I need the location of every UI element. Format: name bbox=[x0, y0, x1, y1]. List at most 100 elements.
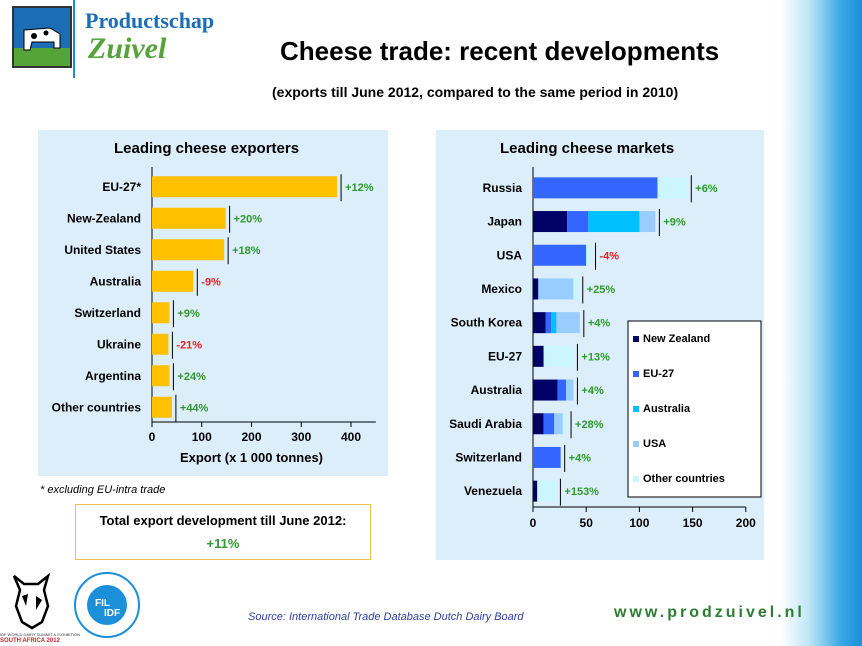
exporters-category-label: United States bbox=[64, 243, 141, 257]
idf-logo-text: IDF bbox=[104, 608, 120, 619]
exporters-chart-title: Leading cheese exporters bbox=[114, 140, 300, 157]
markets-legend-label: Other countries bbox=[643, 473, 725, 485]
markets-change-label: +4% bbox=[581, 385, 604, 397]
exporters-chart: 0 100 200 300 400 Export (x 1 000 tonnes) EU-2… bbox=[52, 167, 376, 465]
markets-legend-label: Australia bbox=[643, 403, 691, 415]
markets-legend-swatch bbox=[633, 336, 639, 342]
markets-bar-segment bbox=[533, 413, 544, 435]
markets-bar-segment bbox=[533, 480, 538, 502]
footnote: * excluding EU-intra trade bbox=[40, 484, 166, 496]
markets-change-label: +153% bbox=[564, 486, 599, 498]
markets-x-tick-label: 0 bbox=[530, 516, 537, 530]
markets-change-label: +6% bbox=[695, 183, 718, 195]
markets-bar-segment bbox=[533, 177, 658, 199]
markets-bar-segment bbox=[551, 312, 557, 334]
total-export-box: Total export development till June 2012:… bbox=[75, 504, 371, 560]
markets-panel: Leading cheese markets 0 50 100 150 200 Russi… bbox=[436, 130, 764, 560]
markets-bar-segment bbox=[562, 413, 568, 435]
right-gradient-band bbox=[780, 0, 862, 646]
markets-bar-segment bbox=[533, 211, 568, 233]
markets-legend bbox=[627, 320, 762, 498]
website-text: www.prodzuivel.nl bbox=[614, 604, 805, 621]
markets-legend-label: USA bbox=[643, 438, 666, 450]
exporters-category-label: Switzerland bbox=[74, 306, 141, 320]
markets-legend-label: New Zealand bbox=[643, 333, 710, 345]
markets-bar-segment bbox=[586, 244, 592, 266]
exporters-bar bbox=[152, 302, 170, 324]
markets-change-label: +9% bbox=[663, 217, 686, 229]
exporters-change-label: +12% bbox=[345, 182, 374, 194]
total-export-value: +11% bbox=[206, 536, 240, 551]
markets-chart: 0 50 100 150 200 Russia +6% Japan +9% USA -4% Mexic… bbox=[449, 167, 762, 530]
exporters-category-label: Ukraine bbox=[97, 337, 141, 351]
markets-bar-segment bbox=[545, 312, 552, 334]
markets-bar-segment bbox=[533, 379, 558, 401]
logo-text-zuivel: Zuivel bbox=[88, 32, 167, 65]
exporters-change-label: +44% bbox=[180, 402, 209, 414]
fil-logo-text: FIL bbox=[95, 598, 110, 609]
markets-category-label: EU-27 bbox=[488, 349, 522, 363]
markets-x-tick-label: 100 bbox=[629, 516, 649, 530]
exporters-x-tick-label: 100 bbox=[192, 430, 212, 444]
markets-category-label: Switzerland bbox=[455, 450, 522, 464]
exporters-bar bbox=[152, 239, 225, 261]
markets-chart-title: Leading cheese markets bbox=[500, 140, 675, 157]
markets-bar-segment bbox=[533, 446, 561, 468]
exporters-change-label: -9% bbox=[201, 276, 221, 288]
exporters-category-label: EU-27* bbox=[102, 180, 141, 194]
summit-text: IDF WORLD DAIRY SUMMIT & EXHIBITION bbox=[0, 632, 81, 637]
exporters-category-label: Australia bbox=[90, 274, 142, 288]
markets-category-label: Mexico bbox=[481, 282, 522, 296]
logo-divider bbox=[73, 0, 75, 78]
exporters-bar bbox=[152, 365, 170, 387]
exporters-x-tick-label: 200 bbox=[241, 430, 261, 444]
exporters-change-label: -21% bbox=[176, 339, 202, 351]
exporters-bar bbox=[152, 396, 172, 418]
markets-category-label: Russia bbox=[483, 181, 523, 195]
markets-legend-swatch bbox=[633, 476, 639, 482]
cow-logo-icon bbox=[12, 6, 72, 68]
exporters-bar bbox=[152, 333, 169, 355]
markets-change-label: +4% bbox=[569, 452, 592, 464]
summit-year-text: SOUTH AFRICA 2012 bbox=[0, 638, 60, 644]
page-subtitle: (exports till June 2012, compared to the… bbox=[272, 84, 679, 100]
markets-change-label: -4% bbox=[600, 250, 620, 262]
exporters-bar bbox=[152, 176, 338, 198]
markets-bar-segment bbox=[567, 211, 589, 233]
markets-x-tick-label: 50 bbox=[580, 516, 594, 530]
markets-x-tick-label: 150 bbox=[683, 516, 703, 530]
logo-text-productschap: Productschap bbox=[85, 8, 215, 33]
markets-legend-swatch bbox=[633, 406, 639, 412]
markets-category-label: South Korea bbox=[451, 316, 523, 330]
markets-category-label: USA bbox=[497, 248, 523, 262]
markets-bar-segment bbox=[543, 345, 574, 367]
markets-category-label: Saudi Arabia bbox=[449, 417, 522, 431]
page-title: Cheese trade: recent developments bbox=[280, 36, 720, 66]
exporters-x-tick-label: 400 bbox=[341, 430, 361, 444]
markets-bar-segment bbox=[588, 211, 640, 233]
total-export-label: Total export development till June 2012: bbox=[99, 513, 347, 528]
markets-legend-swatch bbox=[633, 441, 639, 447]
markets-bar-segment bbox=[533, 312, 546, 334]
markets-bar-segment bbox=[554, 413, 563, 435]
markets-bar-segment bbox=[533, 278, 539, 300]
markets-bar-segment bbox=[565, 379, 574, 401]
exporters-bar bbox=[152, 207, 226, 229]
exporters-bar bbox=[152, 270, 194, 292]
markets-bar-segment bbox=[533, 244, 587, 266]
exporters-x-tick-label: 300 bbox=[291, 430, 311, 444]
exporters-change-label: +9% bbox=[177, 308, 200, 320]
markets-category-label: Japan bbox=[487, 215, 522, 229]
exporters-category-label: Argentina bbox=[85, 369, 141, 383]
markets-bar-segment bbox=[543, 413, 555, 435]
markets-bar-segment bbox=[537, 480, 557, 502]
markets-bar-segment bbox=[557, 379, 566, 401]
markets-bar-segment bbox=[657, 177, 688, 199]
markets-legend-label: EU-27 bbox=[643, 368, 674, 380]
exporters-x-axis-label: Export (x 1 000 tonnes) bbox=[180, 450, 323, 465]
exporters-x-tick-label: 0 bbox=[149, 430, 156, 444]
markets-change-label: +13% bbox=[581, 351, 610, 363]
markets-bar-segment bbox=[533, 345, 544, 367]
exporters-change-label: +18% bbox=[232, 245, 261, 257]
exporters-change-label: +20% bbox=[234, 213, 263, 225]
